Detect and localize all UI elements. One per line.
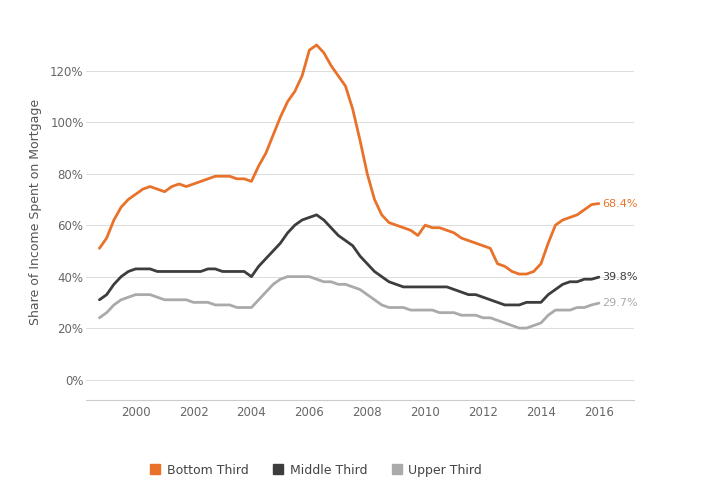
Middle Third [595, 274, 603, 280]
Upper Third [515, 325, 523, 331]
Middle Third [161, 268, 169, 274]
Bottom Third [161, 189, 169, 195]
Upper Third [283, 274, 292, 280]
Upper Third [247, 305, 256, 310]
Upper Third [312, 276, 321, 282]
Upper Third [161, 297, 169, 303]
Y-axis label: Share of Income Spent on Mortgage: Share of Income Spent on Mortgage [29, 99, 42, 325]
Middle Third [377, 274, 386, 280]
Bottom Third [595, 201, 603, 206]
Text: 29.7%: 29.7% [603, 298, 638, 308]
Middle Third [536, 300, 545, 305]
Bottom Third [211, 173, 220, 179]
Bottom Third [95, 245, 104, 251]
Middle Third [500, 302, 509, 308]
Middle Third [247, 274, 256, 280]
Bottom Third [305, 47, 314, 53]
Line: Middle Third: Middle Third [99, 215, 599, 305]
Middle Third [312, 212, 321, 218]
Line: Upper Third: Upper Third [99, 277, 599, 328]
Text: 68.4%: 68.4% [603, 199, 638, 208]
Upper Third [595, 300, 603, 306]
Upper Third [211, 302, 220, 308]
Legend: Bottom Third, Middle Third, Upper Third: Bottom Third, Middle Third, Upper Third [145, 459, 487, 482]
Bottom Third [312, 42, 321, 48]
Bottom Third [536, 261, 545, 266]
Upper Third [95, 315, 104, 321]
Text: 39.8%: 39.8% [603, 272, 638, 282]
Upper Third [536, 320, 545, 326]
Bottom Third [377, 212, 386, 218]
Middle Third [211, 266, 220, 272]
Bottom Third [515, 271, 523, 277]
Line: Bottom Third: Bottom Third [99, 45, 599, 274]
Upper Third [377, 302, 386, 308]
Middle Third [305, 215, 314, 221]
Middle Third [95, 297, 104, 303]
Bottom Third [247, 179, 256, 184]
